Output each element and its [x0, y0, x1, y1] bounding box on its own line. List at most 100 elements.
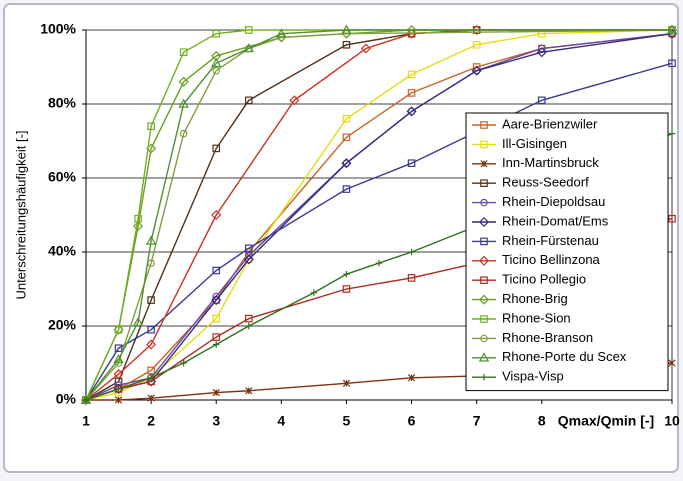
- marker: [114, 325, 123, 334]
- marker: [212, 266, 221, 275]
- marker: [243, 43, 255, 53]
- marker: [147, 325, 155, 334]
- series-line: [85, 218, 673, 401]
- x-tick-label: 5: [343, 413, 351, 429]
- marker: [145, 235, 157, 245]
- marker: [147, 394, 155, 402]
- marker: [478, 255, 490, 266]
- legend-label: Rhein-Diepoldsau: [502, 194, 605, 209]
- legend-label: Ill-Gisingen: [502, 136, 567, 151]
- marker: [179, 48, 188, 57]
- marker: [180, 359, 187, 367]
- marker: [211, 209, 222, 221]
- legend-label: Ticino Bellinzona: [502, 252, 601, 267]
- series-line: [85, 33, 673, 401]
- y-axis-label: Unterschreitungshäufigkeit [-]: [13, 130, 28, 299]
- marker: [211, 295, 222, 306]
- legend-label: Rhone-Porte du Scex: [502, 349, 627, 364]
- marker: [342, 379, 351, 387]
- marker: [472, 66, 481, 75]
- marker: [360, 43, 372, 54]
- legend-label: Inn-Martinsbruck: [502, 155, 599, 170]
- marker: [407, 70, 416, 79]
- marker: [480, 334, 488, 343]
- marker: [245, 387, 253, 395]
- marker: [668, 359, 676, 367]
- legend-label: Rhone-Branson: [502, 330, 593, 345]
- series-line: [85, 29, 672, 401]
- marker: [342, 185, 351, 193]
- series-line: [85, 29, 672, 401]
- legend-label: Rhein-Fürstenau: [502, 233, 599, 248]
- marker: [406, 24, 417, 36]
- marker: [113, 369, 124, 380]
- marker: [146, 339, 157, 350]
- marker: [133, 221, 144, 232]
- marker: [82, 396, 90, 404]
- marker: [342, 159, 351, 168]
- marker: [478, 352, 490, 362]
- marker: [342, 114, 351, 123]
- marker: [480, 237, 488, 246]
- marker: [472, 40, 481, 49]
- marker: [245, 322, 252, 330]
- marker: [343, 271, 350, 278]
- y-tick-label: 80%: [48, 95, 77, 111]
- marker: [213, 341, 220, 348]
- x-tick-label: 10: [664, 413, 680, 429]
- legend-label: Rhein-Domat/Ems: [502, 213, 609, 228]
- marker: [210, 57, 222, 68]
- x-tick-label: 2: [147, 413, 155, 429]
- marker: [407, 107, 416, 116]
- marker: [668, 59, 676, 68]
- series-line: [85, 29, 672, 401]
- x-tick-label: 3: [212, 413, 220, 429]
- marker: [480, 374, 488, 381]
- marker: [480, 121, 488, 129]
- marker: [480, 198, 488, 207]
- y-tick-label: 100%: [40, 21, 76, 37]
- y-tick-label: 40%: [48, 243, 77, 259]
- marker: [113, 353, 124, 364]
- marker: [408, 248, 415, 256]
- marker: [341, 158, 352, 169]
- marker: [244, 26, 253, 34]
- marker: [276, 28, 287, 38]
- marker: [147, 374, 155, 381]
- marker: [114, 396, 123, 404]
- legend-label: Rhone-Brig: [502, 291, 568, 306]
- marker: [147, 122, 155, 131]
- marker: [179, 129, 188, 138]
- marker: [132, 316, 144, 327]
- marker: [471, 24, 482, 36]
- marker: [310, 289, 318, 296]
- marker: [178, 76, 189, 87]
- series-line: [85, 33, 673, 401]
- marker: [480, 160, 488, 168]
- marker: [407, 159, 416, 168]
- marker: [244, 314, 253, 323]
- marker: [244, 244, 253, 253]
- marker: [147, 366, 155, 375]
- marker: [342, 40, 351, 49]
- marker: [406, 106, 417, 117]
- x-tick-label: 6: [408, 413, 416, 429]
- marker: [212, 314, 221, 323]
- x-tick-label: 8: [538, 413, 546, 429]
- marker: [212, 66, 221, 75]
- marker: [342, 133, 351, 142]
- series-line: [85, 29, 673, 401]
- marker: [212, 388, 220, 397]
- marker: [212, 29, 221, 38]
- marker: [115, 385, 122, 393]
- x-tick-label: 4: [277, 413, 285, 429]
- x-tick-label: 7: [473, 413, 481, 429]
- legend-label: Rhone-Sion: [502, 310, 571, 325]
- marker: [243, 254, 254, 265]
- marker: [471, 65, 482, 76]
- marker: [289, 95, 300, 106]
- marker: [178, 98, 189, 108]
- marker: [244, 96, 253, 105]
